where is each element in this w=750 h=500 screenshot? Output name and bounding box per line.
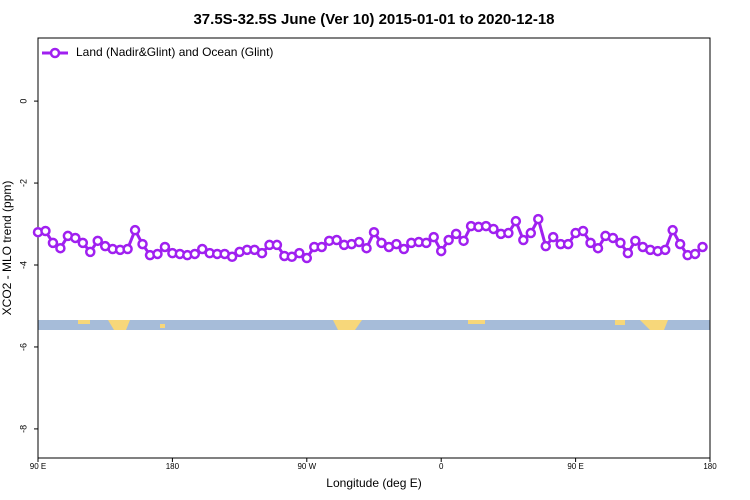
point	[256, 247, 268, 259]
point	[376, 237, 387, 249]
point	[159, 241, 171, 253]
point	[577, 225, 589, 237]
y-axis-label: XCO2 - MLO trend (ppm)	[0, 181, 14, 316]
point	[435, 245, 447, 257]
y-tick-label: -4	[18, 261, 28, 269]
point	[391, 238, 402, 250]
point	[361, 242, 372, 254]
point	[689, 248, 701, 260]
point	[510, 215, 522, 227]
point	[129, 224, 141, 236]
point	[294, 247, 305, 259]
point	[428, 231, 439, 243]
point	[85, 246, 96, 258]
x-axis-label: Longitude (deg E)	[326, 476, 421, 490]
legend-label: Land (Nadir&Glint) and Ocean (Glint)	[76, 45, 273, 59]
point	[137, 238, 148, 250]
map-strip	[38, 320, 710, 330]
point	[697, 241, 708, 253]
point	[622, 247, 634, 259]
point	[540, 240, 551, 252]
point	[47, 237, 59, 249]
x-tick-label: 90 E	[30, 462, 46, 471]
point	[667, 224, 678, 236]
point	[443, 234, 454, 246]
point	[562, 238, 574, 250]
x-tick-label: 0	[439, 462, 444, 471]
point	[458, 235, 469, 247]
point	[368, 226, 380, 238]
point	[585, 237, 596, 249]
x-tick-label: 180	[703, 462, 717, 471]
point	[674, 238, 686, 250]
y-tick-label: 0	[18, 99, 28, 104]
point	[271, 239, 283, 251]
y-tick-label: -6	[18, 343, 28, 351]
point	[152, 248, 163, 260]
point	[607, 232, 619, 244]
point	[353, 236, 365, 248]
x-tick-label: 180	[166, 462, 180, 471]
chart-title: 37.5S-32.5S June (Ver 10) 2015-01-01 to …	[193, 11, 554, 28]
point	[55, 242, 66, 254]
point	[77, 237, 89, 249]
point	[518, 234, 529, 246]
point	[398, 243, 410, 255]
y-tick-label: -8	[18, 425, 28, 433]
plot-frame	[37, 37, 711, 459]
point	[331, 234, 342, 246]
point	[630, 235, 641, 247]
point	[615, 237, 626, 249]
point	[547, 231, 559, 243]
point	[525, 227, 537, 239]
point	[40, 225, 51, 237]
point	[503, 227, 514, 239]
point	[533, 213, 544, 225]
y-tick-label: -2	[18, 179, 28, 187]
point	[592, 242, 604, 254]
point	[421, 237, 432, 249]
point	[189, 248, 201, 260]
point	[488, 223, 499, 235]
point	[301, 252, 313, 264]
point	[316, 241, 327, 253]
x-tick-label: 90 W	[297, 462, 316, 471]
point	[70, 232, 81, 244]
point	[122, 243, 133, 255]
point	[197, 243, 208, 255]
point	[92, 235, 103, 247]
legend-marker	[49, 47, 61, 59]
point	[450, 228, 462, 240]
point	[226, 251, 238, 263]
x-tick-label: 90 E	[567, 462, 583, 471]
point	[659, 244, 671, 256]
